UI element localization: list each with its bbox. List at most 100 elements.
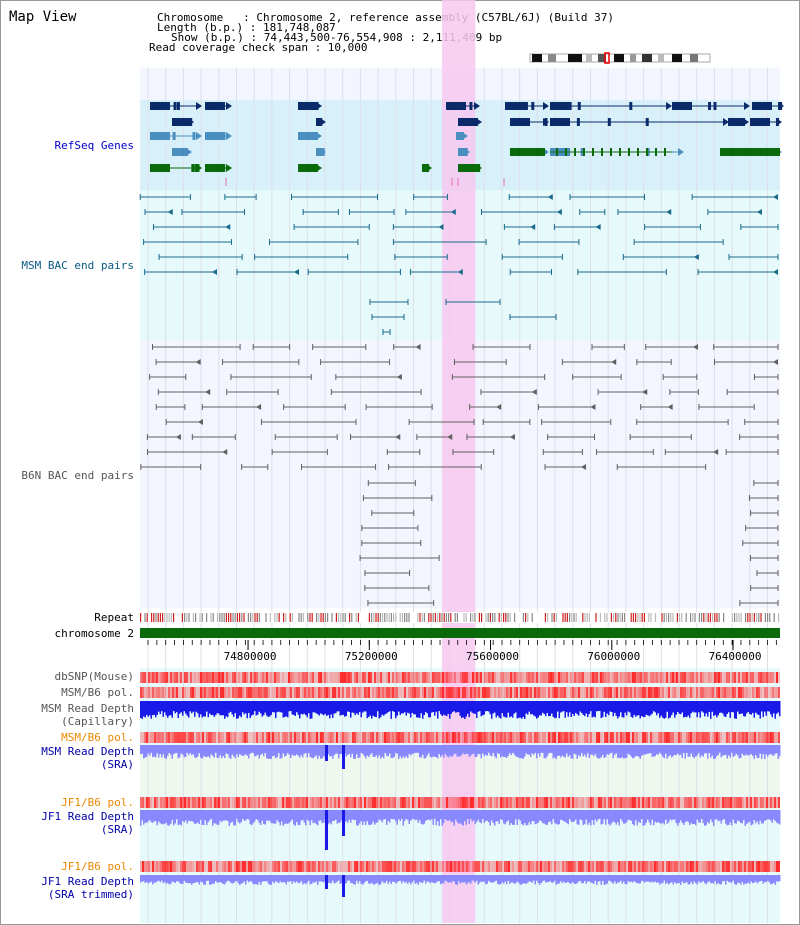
jf1-depth-trimmed-bar [237,875,239,884]
msm-b6-pol-cell [640,687,642,698]
b6n-bac-pair-arrow [415,344,421,350]
jf1-b6-pol-cell [612,797,614,808]
msm-b6-pol-cell [744,687,746,698]
jf1-b6-pol-cell [566,861,568,872]
msm-depth-sra-bar [428,745,430,754]
jf1-depth-sra-bar [573,810,575,822]
msm-b6-pol-cell [542,732,544,743]
dbsnp-cell [332,672,334,683]
dbsnp-cell [178,672,180,683]
jf1-b6-pol-cell [342,861,344,872]
jf1-depth-trimmed-bar [144,875,146,884]
jf1-b6-pol-cell [338,797,340,808]
msm-b6-pol-cell [538,687,540,698]
jf1-b6-pol-cell [614,797,616,808]
msm-depth-sra-bar [638,745,640,757]
msm-depth-capillary-bar [414,701,416,715]
jf1-depth-trimmed-bar [228,875,230,882]
jf1-b6-pol-cell [346,797,348,808]
msm-depth-capillary-bar [294,701,296,716]
jf1-b6-pol-cell [478,861,480,872]
msm-depth-capillary-bar [669,701,671,718]
msm-b6-pol-cell [480,732,482,743]
dbsnp-cell [718,672,720,683]
jf1-b6-pol-cell [406,797,408,808]
jf1-b6-pol-cell [260,861,262,872]
msm-b6-pol-cell [642,687,644,698]
gene-exon [205,164,225,172]
dbsnp-cell [422,672,424,683]
msm-depth-sra-bar [627,745,629,754]
dbsnp-cell [384,672,386,683]
label-chromosome: chromosome 2 [54,627,134,640]
msm-depth-sra-bar [195,745,197,758]
chromosome-ideogram[interactable] [528,52,714,64]
jf1-b6-pol-cell [368,797,370,808]
jf1-depth-sra-bar [717,810,719,822]
msm-b6-pol-cell [194,732,196,743]
msm-b6-pol-cell [726,732,728,743]
jf1-depth-trimmed-bar [467,875,469,884]
jf1-b6-pol-cell [648,797,650,808]
msm-b6-pol-cell [218,687,220,698]
msm-depth-capillary-bar [491,701,493,719]
msm-depth-capillary-bar [408,701,410,714]
jf1-b6-pol-cell [420,861,422,872]
msm-b6-pol-cell [236,687,238,698]
jf1-depth-trimmed-bar [596,875,598,885]
jf1-depth-trimmed-bar [489,875,491,883]
msm-b6-pol-cell [644,732,646,743]
msm-b6-pol-cell [340,732,342,743]
repeat-mark [342,613,344,622]
jf1-b6-pol-cell [306,797,308,808]
msm-depth-capillary-bar [303,701,305,714]
jf1-depth-sra-bar [212,810,214,826]
jf1-b6-pol-cell [184,861,186,872]
jf1-depth-trimmed-bar [270,875,272,885]
jf1-b6-pol-cell [208,797,210,808]
jf1-depth-trimmed-bar [140,875,142,883]
jf1-b6-pol-cell [334,797,336,808]
msm-b6-pol-cell [310,732,312,743]
msm-depth-capillary-bar [399,701,401,715]
msm-depth-capillary-bar [633,701,635,715]
msm-b6-pol-cell [284,687,286,698]
jf1-depth-sra-bar [402,810,404,826]
msm-depth-capillary-bar [536,701,538,719]
msm-depth-capillary-bar [554,701,556,719]
jf1-depth-trimmed-bar [401,875,403,884]
jf1-depth-sra-bar [666,810,668,824]
jf1-depth-sra-bar [423,810,425,824]
gene-arrow [196,132,202,140]
jf1-depth-trimmed-bar [651,875,653,882]
jf1-b6-pol-cell [382,797,384,808]
msm-b6-pol-cell [596,687,598,698]
dbsnp-cell [684,672,686,683]
repeat-mark [758,613,760,622]
msm-depth-capillary-bar [675,701,677,715]
gene-exon [568,102,572,110]
msm-b6-pol-cell [588,687,590,698]
msm-depth-sra-bar [450,745,452,757]
msm-depth-sra-bar [269,745,271,759]
msm-b6-pol-cell [734,687,736,698]
gene-exon [565,148,567,156]
msm-depth-capillary-bar [612,701,614,717]
msm-depth-sra-bar [318,745,320,756]
msm-b6-pol-cell [418,687,420,698]
msm-depth-capillary-bar [297,701,299,715]
msm-b6-pol-cell [428,687,430,698]
jf1-b6-pol-cell [390,797,392,808]
jf1-b6-pol-cell [452,797,454,808]
msm-depth-sra-bar [578,745,580,756]
msm-depth-sra-bar [368,745,370,757]
msm-depth-capillary-bar [543,701,545,715]
msm-depth-sra-bar [245,745,247,755]
msm-depth-capillary-bar [560,701,562,713]
msm-b6-pol-cell [442,732,444,743]
jf1-depth-sra-bar [209,810,211,821]
jf1-depth-trimmed-bar [188,875,190,884]
msm-b6-pol-cell [364,732,366,743]
msm-b6-pol-cell [526,732,528,743]
